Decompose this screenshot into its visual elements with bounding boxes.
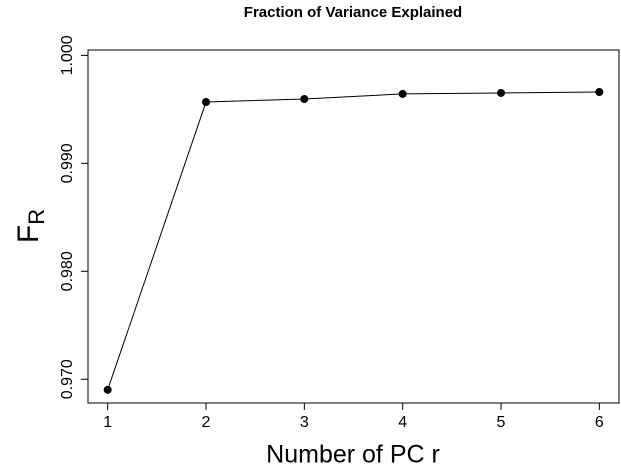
x-axis-label: Number of PC r xyxy=(266,441,440,469)
y-axis-label: FR xyxy=(12,209,49,243)
point xyxy=(398,89,407,98)
point xyxy=(103,385,112,394)
x-tick-label: 3 xyxy=(300,414,309,431)
y-tick-label: 0.980 xyxy=(59,251,76,291)
y-tick-label: 0.990 xyxy=(59,143,76,183)
x-tick-label: 2 xyxy=(202,414,211,431)
point xyxy=(497,88,505,97)
x-tick-label: 4 xyxy=(398,414,407,431)
x-tick-label: 1 xyxy=(103,414,112,431)
point xyxy=(202,98,210,107)
y-tick-label: 1.000 xyxy=(59,35,76,75)
x-tick-label: 6 xyxy=(595,414,604,431)
chart-title: Fraction of Variance Explained xyxy=(244,4,462,21)
line xyxy=(107,91,600,390)
y-axis-label-sub: R xyxy=(24,209,49,225)
point xyxy=(595,87,604,96)
y-tick-label: 0.970 xyxy=(59,359,76,399)
x-tick-label: 5 xyxy=(497,414,506,431)
point xyxy=(300,95,309,104)
plot-box xyxy=(87,49,620,404)
y-axis-label-main: F xyxy=(12,225,45,243)
